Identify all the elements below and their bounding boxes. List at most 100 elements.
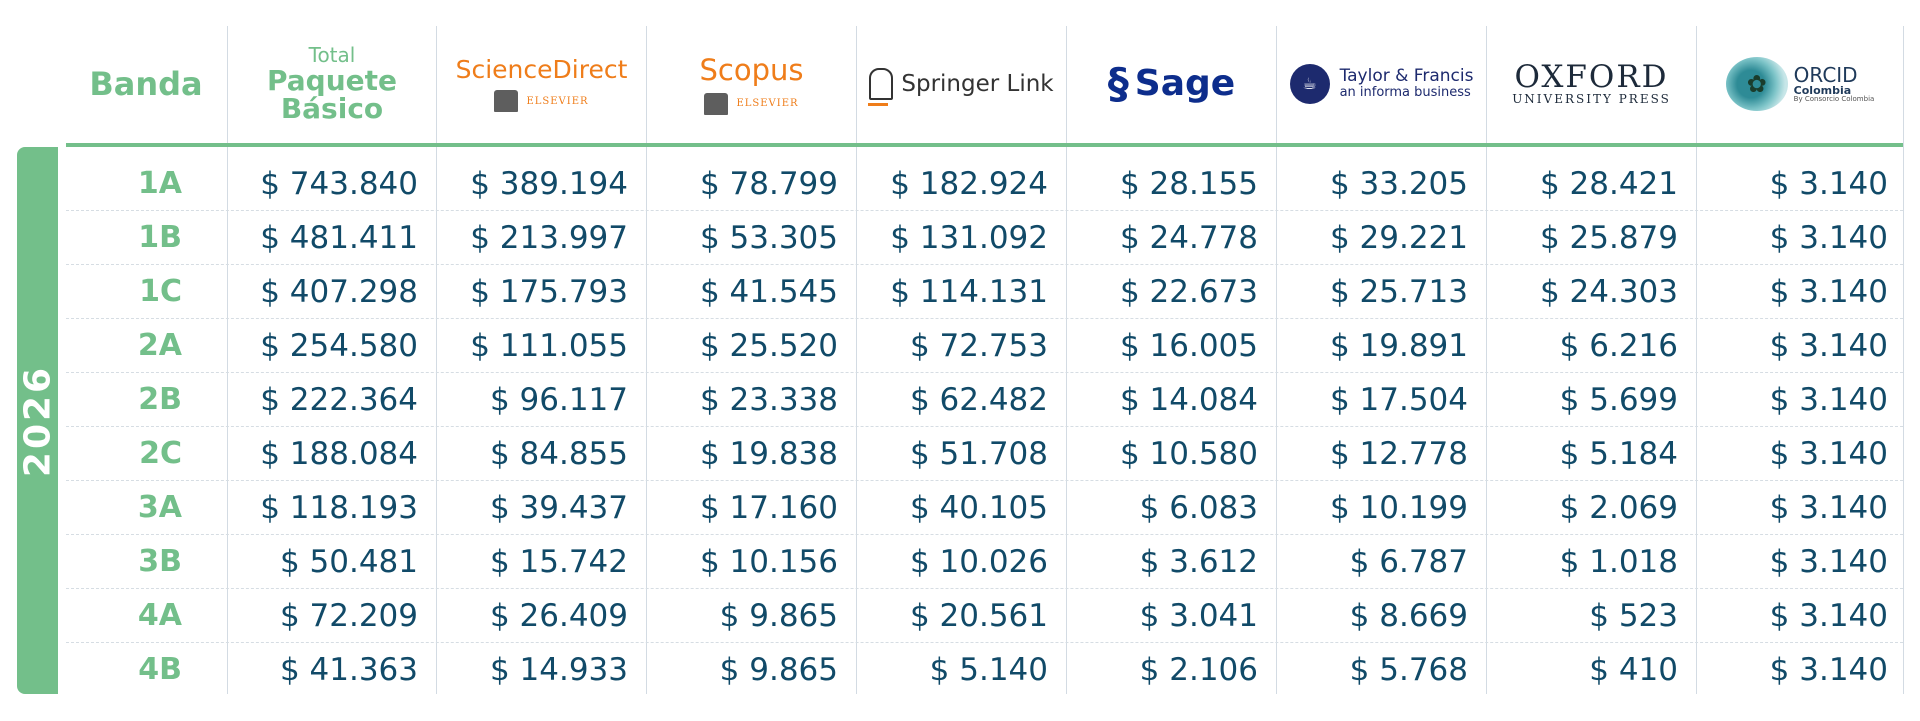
price-cell: $ 40.105 <box>909 489 1048 526</box>
price-cell: $ 523 <box>1589 597 1678 634</box>
header-sage: § Sage <box>1067 26 1276 141</box>
price-cell: $ 10.026 <box>909 543 1048 580</box>
sciencedirect-logo: ScienceDirect ELSEVIER <box>455 55 628 112</box>
price-cell: $ 17.160 <box>699 489 838 526</box>
price-cell: $ 22.673 <box>1119 273 1258 310</box>
price-cell: $ 3.140 <box>1769 543 1888 580</box>
header-scopus: Scopus ELSEVIER <box>647 26 856 141</box>
header-sciencedirect: ScienceDirect ELSEVIER <box>437 26 646 141</box>
sciencedirect-name: ScienceDirect <box>455 55 628 84</box>
price-cell: $ 5.184 <box>1559 435 1678 472</box>
price-cell: $ 222.364 <box>260 381 418 418</box>
price-cell: $ 3.140 <box>1769 597 1888 634</box>
band-label: 1B <box>138 220 182 255</box>
header-total-paquete: Total Paquete Básico <box>228 26 436 141</box>
total-label: Total <box>308 42 356 67</box>
column-divider <box>1276 26 1277 694</box>
taylor-francis-name: Taylor & Francis <box>1339 66 1474 86</box>
header-springer: Springer Link <box>857 26 1066 141</box>
price-cell: $ 15.742 <box>489 543 628 580</box>
price-cell: $ 19.838 <box>699 435 838 472</box>
price-cell: $ 182.924 <box>890 165 1048 202</box>
basico-label: Básico <box>280 91 384 125</box>
price-cell: $ 6.083 <box>1139 489 1258 526</box>
price-cell: $ 114.131 <box>890 273 1048 310</box>
price-cell: $ 16.005 <box>1119 327 1258 364</box>
orcid-logo: ✿ ORCID Colombia By Consorcio Colombia <box>1725 56 1875 111</box>
price-cell: $ 39.437 <box>489 489 628 526</box>
oxford-sub: UNIVERSITY PRESS <box>1512 92 1671 107</box>
price-cell: $ 12.778 <box>1329 435 1468 472</box>
column-divider <box>227 26 228 694</box>
price-table: 1A $ 743.840 $ 389.194 $ 78.799 $ 182.924 $ 2… <box>66 157 1903 696</box>
price-cell: $ 8.669 <box>1349 597 1468 634</box>
price-cell: $ 118.193 <box>260 489 418 526</box>
price-cell: $ 28.155 <box>1119 165 1258 202</box>
price-cell: $ 3.140 <box>1769 435 1888 472</box>
price-cell: $ 14.084 <box>1119 381 1258 418</box>
price-cell: $ 254.580 <box>260 327 418 364</box>
price-cell: $ 188.084 <box>260 435 418 472</box>
price-cell: $ 10.199 <box>1329 489 1468 526</box>
price-cell: $ 9.865 <box>719 651 838 688</box>
elsevier-tree-icon <box>494 90 519 112</box>
price-cell: $ 481.411 <box>260 219 418 256</box>
paquete-label: Paquete <box>266 63 397 97</box>
total-paquete-label: Total Paquete Básico <box>267 45 397 123</box>
price-cell: $ 5.140 <box>929 651 1048 688</box>
table-row: 2C $ 188.084 $ 84.855 $ 19.838 $ 51.708 $ 10.… <box>66 427 1903 481</box>
oxford-logo: OXFORD UNIVERSITY PRESS <box>1512 61 1671 106</box>
price-cell: $ 3.041 <box>1139 597 1258 634</box>
column-divider <box>1696 26 1697 694</box>
band-label: 2B <box>138 382 182 417</box>
sage-s-icon: § <box>1107 59 1129 108</box>
price-cell: $ 389.194 <box>470 165 628 202</box>
scopus-name: Scopus <box>699 52 804 87</box>
oxford-name: OXFORD <box>1514 58 1669 95</box>
elsevier-label: ELSEVIER <box>736 98 799 109</box>
band-label: 2A <box>137 328 182 363</box>
price-cell: $ 24.778 <box>1119 219 1258 256</box>
table-row: 1B $ 481.411 $ 213.997 $ 53.305 $ 131.092 $ 2… <box>66 211 1903 265</box>
header-banda: Banda <box>66 26 226 141</box>
price-cell: $ 41.545 <box>699 273 838 310</box>
price-cell: $ 2.106 <box>1139 651 1258 688</box>
price-cell: $ 3.140 <box>1769 165 1888 202</box>
price-cell: $ 14.933 <box>489 651 628 688</box>
price-cell: $ 3.140 <box>1769 381 1888 418</box>
band-label: 3A <box>137 490 182 525</box>
price-cell: $ 3.140 <box>1769 273 1888 310</box>
table-row: 1C $ 407.298 $ 175.793 $ 41.545 $ 114.131 $ 2… <box>66 265 1903 319</box>
price-cell: $ 5.699 <box>1559 381 1678 418</box>
header-divider <box>66 143 1903 147</box>
table-row: 2B $ 222.364 $ 96.117 $ 23.338 $ 62.482 $ 14.… <box>66 373 1903 427</box>
banda-header-label: Banda <box>89 64 203 103</box>
price-cell: $ 3.140 <box>1769 327 1888 364</box>
price-cell: $ 96.117 <box>489 381 628 418</box>
price-cell: $ 175.793 <box>470 273 628 310</box>
price-cell: $ 28.421 <box>1539 165 1678 202</box>
price-cell: $ 19.891 <box>1329 327 1468 364</box>
taylor-francis-sub: an informa business <box>1339 84 1471 100</box>
price-cell: $ 17.504 <box>1329 381 1468 418</box>
band-label: 1C <box>139 274 182 309</box>
price-cell: $ 3.140 <box>1769 651 1888 688</box>
header-oxford: OXFORD UNIVERSITY PRESS <box>1487 26 1696 141</box>
column-divider <box>856 26 857 694</box>
price-cell: $ 23.338 <box>699 381 838 418</box>
price-cell: $ 3.140 <box>1769 219 1888 256</box>
column-divider <box>646 26 647 694</box>
price-cell: $ 72.209 <box>279 597 418 634</box>
orcid-tag: By Consorcio Colombia <box>1793 94 1875 103</box>
price-cell: $ 33.205 <box>1329 165 1468 202</box>
band-label: 4B <box>138 652 182 687</box>
elsevier-label: ELSEVIER <box>526 95 589 107</box>
table-row: 3A $ 118.193 $ 39.437 $ 17.160 $ 40.105 $ 6.0… <box>66 481 1903 535</box>
springer-horse-icon <box>868 67 894 106</box>
band-label: 2C <box>139 436 182 471</box>
taylor-francis-logo: ☕ Taylor & Francis an informa business <box>1289 63 1474 104</box>
column-divider <box>436 26 437 694</box>
price-cell: $ 2.069 <box>1559 489 1678 526</box>
price-cell: $ 410 <box>1589 651 1678 688</box>
price-cell: $ 50.481 <box>279 543 418 580</box>
